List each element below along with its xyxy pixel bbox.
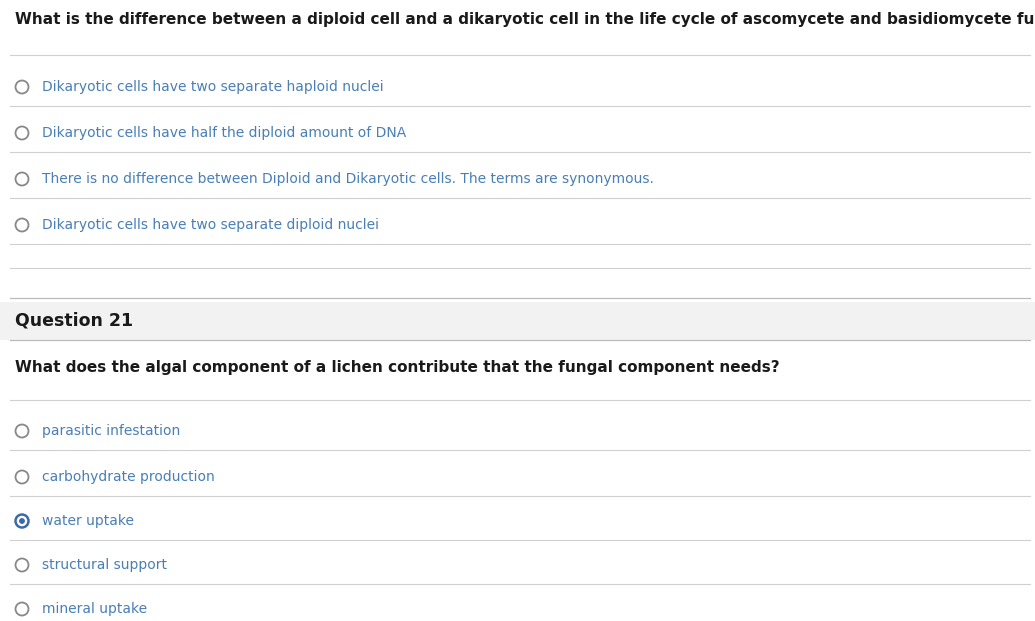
Text: Dikaryotic cells have two separate diploid nuclei: Dikaryotic cells have two separate diplo… bbox=[42, 218, 379, 232]
Text: mineral uptake: mineral uptake bbox=[42, 602, 147, 616]
Bar bbox=[0, 302, 1035, 340]
Text: water uptake: water uptake bbox=[42, 514, 134, 528]
Text: parasitic infestation: parasitic infestation bbox=[42, 424, 180, 438]
Text: What is the difference between a diploid cell and a dikaryotic cell in the life : What is the difference between a diploid… bbox=[14, 12, 1035, 27]
Text: What does the algal component of a lichen contribute that the fungal component n: What does the algal component of a liche… bbox=[14, 360, 779, 375]
Text: Dikaryotic cells have two separate haploid nuclei: Dikaryotic cells have two separate haplo… bbox=[42, 80, 384, 94]
Text: Question 21: Question 21 bbox=[14, 312, 134, 330]
Text: structural support: structural support bbox=[42, 558, 167, 572]
Text: There is no difference between Diploid and Dikaryotic cells. The terms are synon: There is no difference between Diploid a… bbox=[42, 172, 654, 186]
Text: Dikaryotic cells have half the diploid amount of DNA: Dikaryotic cells have half the diploid a… bbox=[42, 126, 407, 140]
Ellipse shape bbox=[19, 518, 25, 524]
Text: carbohydrate production: carbohydrate production bbox=[42, 470, 214, 484]
